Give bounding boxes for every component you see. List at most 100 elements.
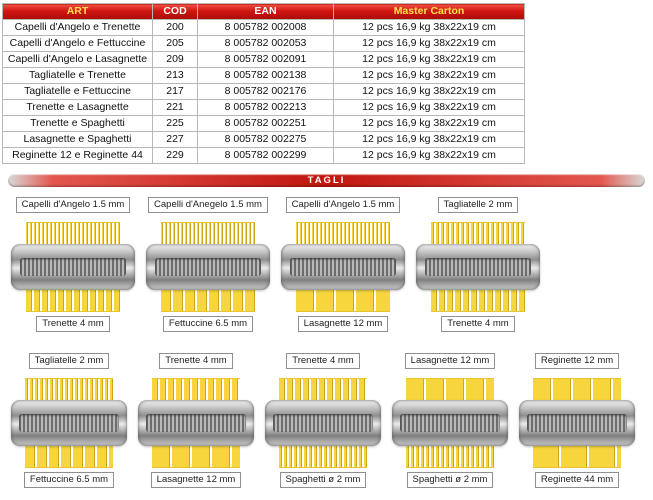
- roller-cutting-band: [273, 413, 373, 433]
- cell-art: Capelli d'Angelo e Fettuccine: [2, 35, 153, 52]
- cutter-top-label: Tagliatelle 2 mm: [437, 197, 519, 213]
- pasta-strips-top: [161, 222, 255, 244]
- pasta-strips-top: [25, 378, 113, 400]
- cell-art: Capelli d'Angelo e Lasagnette: [2, 51, 153, 68]
- cutter-card: Capelli d'Angelo 1.5 mm Trenette 4 mm: [10, 197, 136, 337]
- cutter-card: Reginette 12 mm Reginette 44 mm: [518, 353, 636, 493]
- roller-cutting-band: [424, 257, 532, 277]
- pasta-cutter-image: [264, 378, 382, 468]
- pasta-strips-bottom: [406, 446, 494, 468]
- cutter-top-label: Capelli d'Angelo 1.5 mm: [15, 197, 131, 213]
- cell-ean: 8 005782 002176: [197, 83, 334, 100]
- table-row: Trenette e Spaghetti 225 8 005782 002251…: [2, 115, 525, 132]
- pasta-strips-top: [152, 378, 240, 400]
- roller-body: [265, 400, 381, 446]
- cutter-bottom-label: Fettuccine 6.5 mm: [162, 316, 254, 332]
- cutter-top-label: Capelli d'Angelo 1.5 mm: [285, 197, 401, 213]
- cutter-bottom-label: Spaghetti ø 2 mm: [406, 472, 494, 488]
- table-row: Capelli d'Angelo e Trenette 200 8 005782…: [2, 19, 525, 36]
- roller-body: [416, 244, 540, 290]
- pasta-cutter-image: [391, 378, 509, 468]
- cell-ean: 8 005782 002091: [197, 51, 334, 68]
- pasta-cutter-image: [518, 378, 636, 468]
- cell-cod: 221: [152, 99, 198, 116]
- tagli-banner: TAGLI: [8, 174, 645, 187]
- cell-art: Trenette e Lasagnette: [2, 99, 153, 116]
- cell-cod: 217: [152, 83, 198, 100]
- cell-cod: 229: [152, 147, 198, 164]
- product-table: ART COD EAN Master Carton Capelli d'Ange…: [2, 3, 525, 164]
- cell-ean: 8 005782 002275: [197, 131, 334, 148]
- cell-cod: 213: [152, 67, 198, 84]
- cell-ean: 8 005782 002138: [197, 67, 334, 84]
- cell-art: Tagliatelle e Trenette: [2, 67, 153, 84]
- cutter-bottom-label: Trenette 4 mm: [441, 316, 515, 332]
- pasta-strips-bottom: [161, 290, 255, 312]
- table-row: Reginette 12 e Reginette 44 229 8 005782…: [2, 147, 525, 164]
- cell-cod: 227: [152, 131, 198, 148]
- cell-carton: 12 pcs 16,9 kg 38x22x19 cm: [333, 99, 525, 116]
- cutter-top-label: Trenette 4 mm: [159, 353, 233, 369]
- pasta-strips-bottom: [152, 446, 240, 468]
- roller-cutting-band: [19, 413, 119, 433]
- pasta-strips-top: [406, 378, 494, 400]
- cell-cod: 200: [152, 19, 198, 36]
- cutter-top-label: Tagliatelle 2 mm: [28, 353, 110, 369]
- cell-cod: 205: [152, 35, 198, 52]
- cutter-bottom-label: Fettuccine 6.5 mm: [23, 472, 115, 488]
- header-art: ART: [2, 3, 153, 20]
- cell-art: Capelli d'Angelo e Trenette: [2, 19, 153, 36]
- pasta-cutter-image: [10, 378, 128, 468]
- cell-carton: 12 pcs 16,9 kg 38x22x19 cm: [333, 147, 525, 164]
- roller-body: [146, 244, 270, 290]
- table-row: Tagliatelle e Fettuccine 217 8 005782 00…: [2, 83, 525, 100]
- cutter-top-label: Capelli d'Anegelo 1.5 mm: [148, 197, 268, 213]
- cell-carton: 12 pcs 16,9 kg 38x22x19 cm: [333, 67, 525, 84]
- table-row: Lasagnette e Spaghetti 227 8 005782 0022…: [2, 131, 525, 148]
- cell-carton: 12 pcs 16,9 kg 38x22x19 cm: [333, 115, 525, 132]
- cutter-card: Tagliatelle 2 mm Trenette 4 mm: [415, 197, 541, 337]
- cutter-top-label: Trenette 4 mm: [286, 353, 360, 369]
- table-row: Capelli d'Angelo e Lasagnette 209 8 0057…: [2, 51, 525, 68]
- pasta-strips-top: [296, 222, 390, 244]
- roller-cutting-band: [19, 257, 127, 277]
- header-master-carton: Master Carton: [333, 3, 525, 20]
- pasta-strips-bottom: [26, 290, 120, 312]
- cell-art: Trenette e Spaghetti: [2, 115, 153, 132]
- roller-body: [11, 400, 127, 446]
- cell-carton: 12 pcs 16,9 kg 38x22x19 cm: [333, 83, 525, 100]
- cutter-card: Tagliatelle 2 mm Fettuccine 6.5 mm: [10, 353, 128, 493]
- cell-ean: 8 005782 002008: [197, 19, 334, 36]
- cell-carton: 12 pcs 16,9 kg 38x22x19 cm: [333, 51, 525, 68]
- pasta-strips-top: [26, 222, 120, 244]
- pasta-cutter-image: [415, 222, 541, 312]
- cell-ean: 8 005782 002251: [197, 115, 334, 132]
- cutter-card: Capelli d'Anegelo 1.5 mm Fettuccine 6.5 …: [145, 197, 271, 337]
- cutter-bottom-label: Reginette 44 mm: [534, 472, 620, 488]
- cell-carton: 12 pcs 16,9 kg 38x22x19 cm: [333, 35, 525, 52]
- header-ean: EAN: [197, 3, 334, 20]
- pasta-cutter-image: [145, 222, 271, 312]
- cutter-bottom-label: Lasagnette 12 mm: [297, 316, 389, 332]
- cutter-grid: Capelli d'Angelo 1.5 mm Trenette 4 mm Ca…: [0, 187, 653, 493]
- cutter-card: Lasagnette 12 mm Spaghetti ø 2 mm: [391, 353, 509, 493]
- roller-body: [11, 244, 135, 290]
- pasta-strips-bottom: [431, 290, 525, 312]
- cell-art: Tagliatelle e Fettuccine: [2, 83, 153, 100]
- roller-body: [281, 244, 405, 290]
- cutter-card: Trenette 4 mm Lasagnette 12 mm: [137, 353, 255, 493]
- cell-art: Reginette 12 e Reginette 44: [2, 147, 153, 164]
- roller-body: [138, 400, 254, 446]
- cell-art: Lasagnette e Spaghetti: [2, 131, 153, 148]
- cell-ean: 8 005782 002299: [197, 147, 334, 164]
- roller-cutting-band: [400, 413, 500, 433]
- pasta-strips-bottom: [533, 446, 621, 468]
- roller-cutting-band: [289, 257, 397, 277]
- cell-ean: 8 005782 002053: [197, 35, 334, 52]
- roller-body: [519, 400, 635, 446]
- cell-cod: 225: [152, 115, 198, 132]
- roller-cutting-band: [154, 257, 262, 277]
- pasta-strips-bottom: [279, 446, 367, 468]
- pasta-strips-top: [279, 378, 367, 400]
